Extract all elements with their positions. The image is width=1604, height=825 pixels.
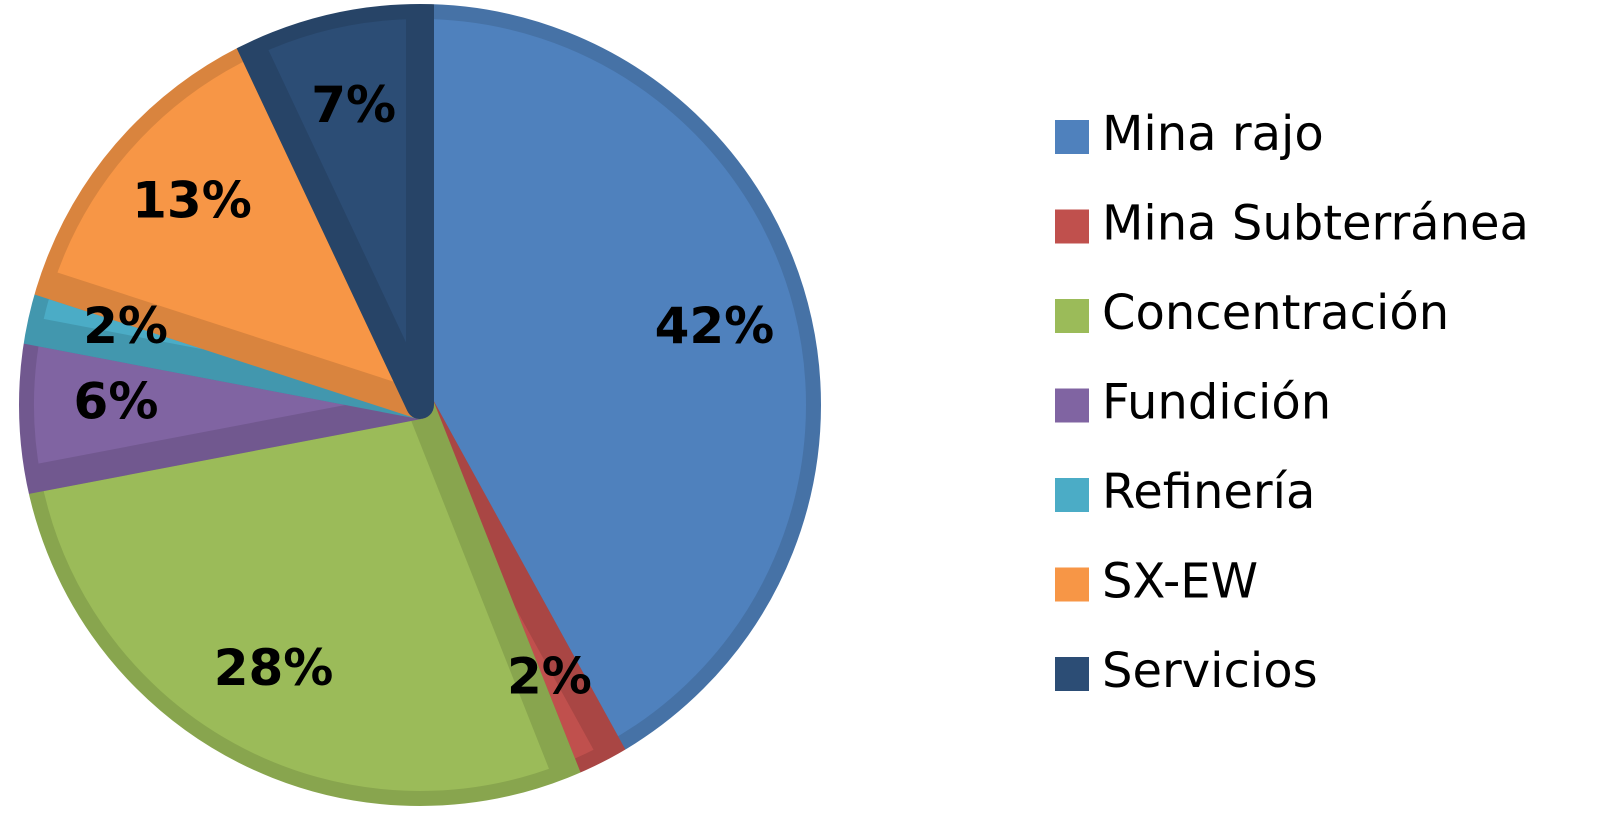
legend-label: Mina rajo — [1102, 106, 1324, 162]
data-label: 2% — [83, 297, 168, 355]
data-label: 6% — [74, 373, 159, 431]
legend-label: Fundición — [1102, 375, 1331, 431]
legend-swatch — [1055, 478, 1089, 512]
data-label: 28% — [214, 639, 334, 697]
pie-slice — [25, 29, 434, 419]
legend-swatch — [1055, 120, 1089, 154]
legend-label: Refinería — [1102, 464, 1315, 520]
legend-label: Servicios — [1102, 643, 1318, 699]
legend-swatch — [1055, 209, 1089, 244]
data-label: 7% — [311, 76, 396, 134]
data-label: 42% — [655, 297, 775, 355]
legend-swatch — [1055, 299, 1089, 333]
data-label: 13% — [132, 171, 252, 229]
pie-rim — [0, 0, 849, 825]
legend-swatch — [1055, 388, 1089, 423]
legend-label: SX-EW — [1102, 554, 1258, 610]
legend-label: Concentración — [1102, 285, 1449, 341]
data-label: 2% — [507, 648, 592, 706]
pie-slice — [13, 391, 582, 819]
legend-swatch — [1055, 657, 1089, 691]
legend-label: Mina Subterránea — [1102, 196, 1529, 252]
pie-slice — [235, 0, 434, 419]
legend-swatch — [1055, 567, 1089, 602]
